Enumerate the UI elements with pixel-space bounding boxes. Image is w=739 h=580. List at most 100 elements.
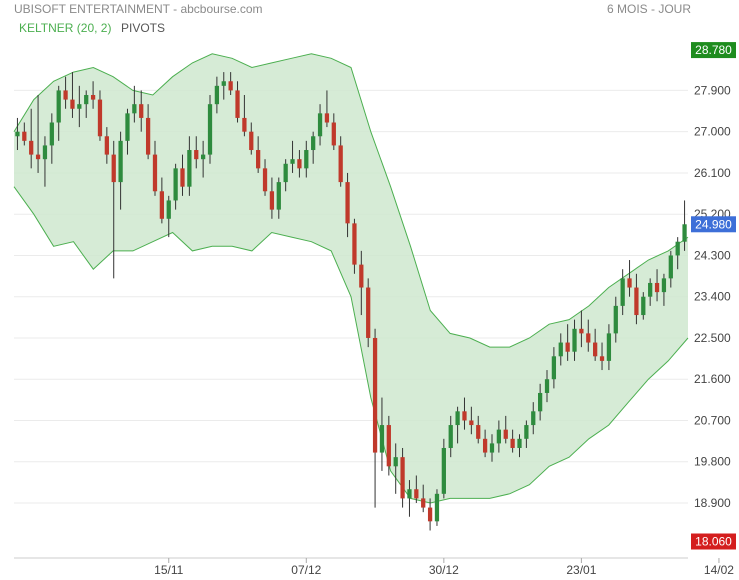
candle-body: [317, 113, 323, 137]
candle-body: [462, 411, 467, 421]
candle-body: [441, 447, 446, 494]
candle-body: [421, 498, 426, 508]
x-tick-label: 30/12: [429, 563, 459, 577]
candle-body: [70, 99, 75, 109]
candle-body: [201, 154, 206, 160]
candle-body: [531, 411, 536, 426]
candle-body: [393, 457, 398, 467]
candle-body: [517, 438, 522, 448]
candle-body: [544, 379, 550, 393]
candle-body: [311, 136, 316, 151]
candle-body: [173, 168, 178, 201]
candle-body: [90, 95, 96, 100]
candle-body: [63, 90, 68, 100]
candle-body: [338, 145, 343, 183]
candle-body: [565, 342, 570, 352]
candle-body: [586, 333, 591, 343]
candle-body: [386, 425, 391, 467]
candle-body: [331, 122, 336, 146]
y-tick-label: 27.000: [694, 125, 731, 139]
keltner-upper-line: [13, 53, 689, 348]
candle-body: [283, 163, 288, 183]
candle-body: [159, 191, 164, 219]
candle-body: [572, 328, 577, 352]
legend-pivots[interactable]: PIVOTS: [121, 21, 166, 35]
x-tick-label: 15/11: [154, 563, 183, 577]
candle-body: [152, 154, 158, 192]
high-price-badge: 28.780: [691, 42, 736, 59]
candle-body: [228, 81, 233, 91]
candle-body: [207, 104, 213, 155]
candle-body: [627, 278, 632, 288]
candle-body: [235, 90, 240, 118]
candle-body: [427, 507, 433, 522]
last-price-badge: 24.980: [691, 216, 736, 233]
legend-keltner[interactable]: KELTNER (20, 2): [19, 21, 112, 35]
candle-body: [648, 282, 653, 297]
candle-body: [510, 438, 515, 448]
candle-body: [42, 145, 48, 160]
candle-body: [166, 200, 171, 219]
candle-body: [496, 429, 501, 444]
candle-body: [104, 136, 109, 155]
candle-body: [29, 140, 34, 155]
candle-body: [613, 305, 618, 334]
badge-label: 24.980: [695, 217, 732, 231]
candle-body: [593, 342, 598, 357]
candle-body: [606, 333, 612, 361]
candles: [15, 72, 687, 531]
candle-body: [634, 287, 639, 316]
candle-body: [249, 131, 254, 151]
badge-label: 18.060: [695, 534, 732, 548]
keltner-lower-line: [13, 186, 689, 504]
candle-body: [132, 104, 137, 114]
candle-body: [15, 131, 20, 137]
y-tick-label: 21.600: [694, 372, 731, 386]
candle-body: [455, 411, 460, 426]
candle-body: [256, 150, 261, 169]
candle-body: [214, 85, 220, 105]
candle-body: [352, 223, 357, 265]
candle-body: [187, 150, 192, 187]
candle-body: [482, 438, 488, 453]
candle-body: [407, 489, 412, 499]
period-label[interactable]: 6 MOIS - JOUR: [606, 2, 691, 16]
candle-body: [579, 328, 584, 334]
candle-body: [345, 182, 350, 224]
candle-body: [221, 81, 226, 86]
y-tick-label: 20.700: [694, 413, 731, 427]
y-tick-label: 19.800: [694, 455, 731, 469]
candle-body: [180, 168, 185, 187]
candle-body: [414, 489, 419, 499]
candle-body: [641, 296, 646, 316]
candle-body: [324, 113, 330, 123]
candle-body: [35, 154, 41, 160]
candle-body: [682, 224, 687, 242]
candle-body: [675, 241, 680, 256]
keltner-band: [14, 53, 688, 504]
candle-body: [194, 150, 199, 160]
candle-body: [49, 122, 54, 146]
candle-body: [379, 425, 385, 453]
candle-body: [599, 356, 605, 361]
x-tick-label: 07/12: [291, 563, 321, 577]
candle-body: [476, 425, 481, 439]
y-axis-ticks: 27.90027.00026.10025.20024.30023.40022.5…: [694, 83, 731, 510]
candle-body: [84, 95, 89, 105]
candle-body: [503, 429, 508, 439]
candle-body: [304, 150, 309, 169]
candle-body: [620, 278, 625, 306]
y-tick-label: 24.300: [694, 248, 731, 262]
candle-body: [359, 264, 364, 288]
candle-body: [297, 159, 302, 169]
y-tick-label: 26.100: [694, 166, 731, 180]
candle-body: [242, 117, 247, 132]
candle-body: [366, 287, 371, 338]
candle-body: [372, 337, 378, 453]
price-badges: 28.780 24.980 18.060: [691, 42, 736, 550]
y-tick-label: 22.500: [694, 331, 731, 345]
candle-body: [654, 282, 660, 293]
chart-title: UBISOFT ENTERTAINMENT - abcbourse.com: [14, 2, 263, 16]
candle-body: [538, 392, 543, 412]
